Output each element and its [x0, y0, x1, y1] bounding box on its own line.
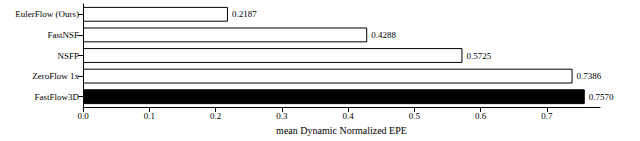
svg-text:NSFP: NSFP	[57, 51, 79, 61]
svg-text:0.0: 0.0	[77, 111, 89, 121]
svg-text:FastFlow3D: FastFlow3D	[34, 92, 79, 102]
svg-text:ZeroFlow 1x: ZeroFlow 1x	[32, 71, 79, 81]
svg-text:0.1: 0.1	[144, 111, 155, 121]
svg-text:0.4: 0.4	[343, 111, 355, 121]
svg-text:EulerFlow (Ours): EulerFlow (Ours)	[15, 9, 79, 19]
svg-text:0.7386: 0.7386	[577, 71, 602, 81]
svg-text:0.2187: 0.2187	[232, 9, 257, 19]
svg-text:0.6: 0.6	[475, 111, 487, 121]
svg-text:0.5725: 0.5725	[466, 51, 491, 61]
svg-text:0.4288: 0.4288	[371, 30, 396, 40]
svg-text:mean Dynamic Normalized EPE: mean Dynamic Normalized EPE	[276, 125, 407, 136]
svg-text:FastNSF: FastNSF	[47, 30, 79, 40]
svg-text:0.7: 0.7	[541, 111, 553, 121]
svg-text:0.2: 0.2	[210, 111, 221, 121]
svg-text:0.3: 0.3	[276, 111, 288, 121]
svg-text:0.5: 0.5	[409, 111, 421, 121]
svg-text:0.7570: 0.7570	[589, 92, 614, 102]
